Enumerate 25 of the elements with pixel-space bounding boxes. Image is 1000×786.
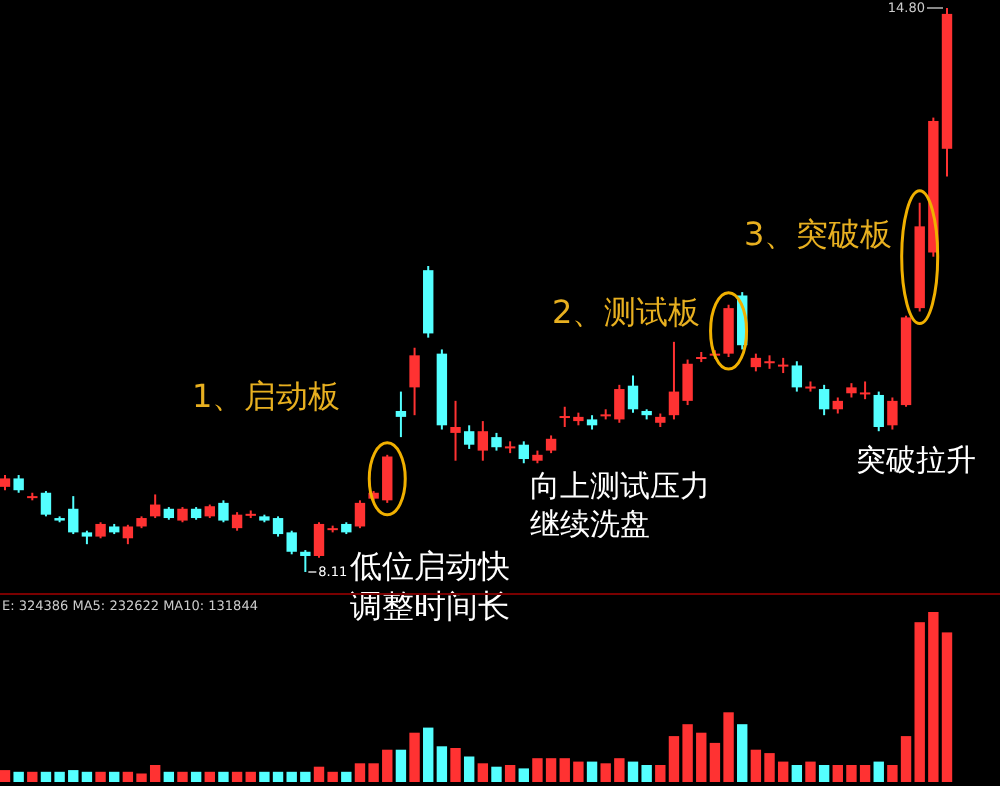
candlestick <box>450 399 461 462</box>
candlestick <box>300 549 311 573</box>
candlestick <box>218 499 229 524</box>
candlestick <box>805 380 816 393</box>
annotation: 2、测试板 <box>552 292 701 331</box>
candlestick <box>818 383 830 417</box>
annotation: 向上测试压力 <box>530 468 710 505</box>
candlestick <box>873 390 884 433</box>
candlestick <box>791 360 803 393</box>
candlestick <box>463 424 475 450</box>
candlestick <box>122 523 134 546</box>
annotation: 低位启动快 <box>350 546 510 585</box>
candlestick <box>723 303 734 359</box>
candlestick <box>40 490 52 518</box>
candlestick <box>395 390 407 439</box>
candlestick <box>627 374 639 414</box>
candlestick <box>354 499 366 530</box>
annotation: 1、启动板 <box>192 376 341 415</box>
candlestick <box>409 346 420 417</box>
candlestick <box>231 511 243 532</box>
annotation: 继续洗盘 <box>530 506 650 543</box>
annotation: 突破拉升 <box>856 442 976 479</box>
candlestick <box>518 440 529 465</box>
candlestick <box>477 420 489 462</box>
annotation: 3、突破板 <box>744 214 893 253</box>
